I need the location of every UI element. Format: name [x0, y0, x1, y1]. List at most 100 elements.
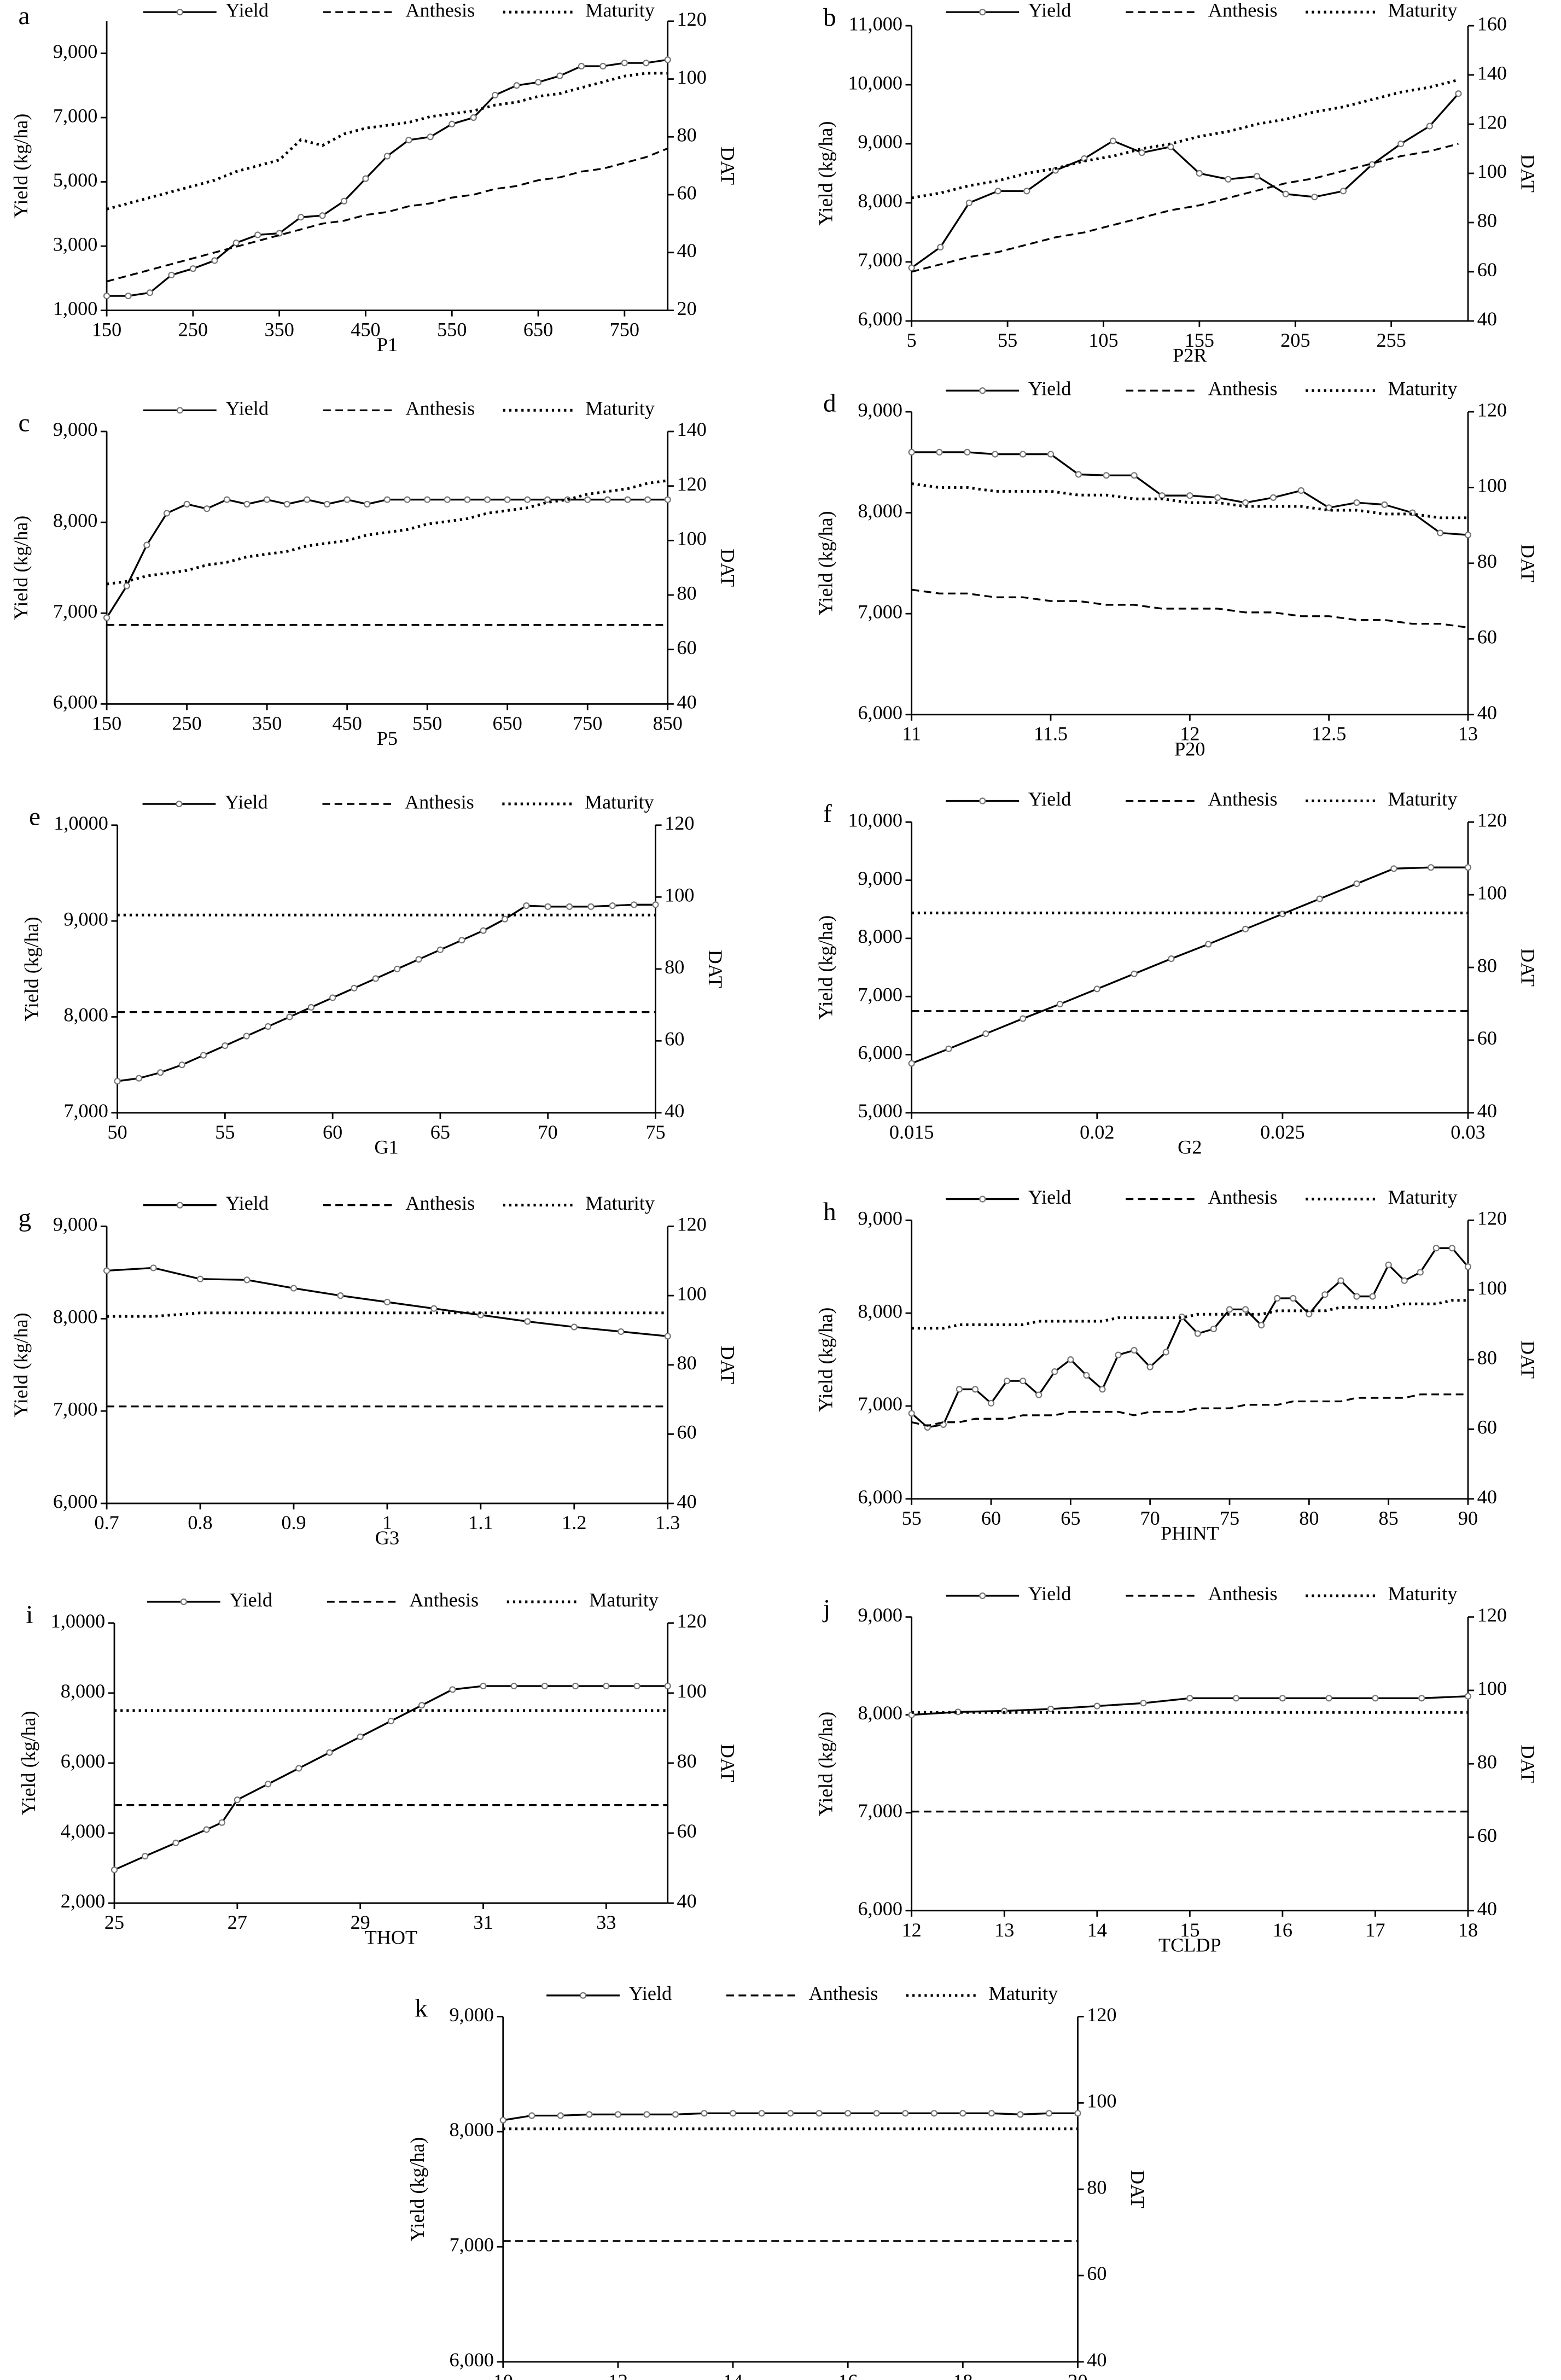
legend-marker — [176, 1201, 184, 1209]
series-line — [911, 588, 1469, 629]
yield-point — [1093, 985, 1100, 993]
y2-tick-label: 40 — [1477, 1486, 1497, 1508]
yield-point — [908, 264, 915, 271]
series-line — [911, 143, 1459, 273]
yield-point — [513, 82, 520, 89]
yield-point — [203, 1826, 210, 1833]
y-axis-title: Yield (kg/ha) — [815, 915, 837, 1020]
y2-axis-title: DAT — [717, 549, 738, 587]
yield-point — [1020, 451, 1027, 458]
panel-label: b — [823, 3, 836, 32]
yield-point — [183, 500, 190, 508]
x-tick-label: 350 — [265, 319, 294, 341]
yield-point — [464, 496, 471, 503]
yield-point — [1214, 494, 1221, 501]
series-line — [106, 72, 668, 211]
yield-point — [1020, 1378, 1027, 1385]
yield-point — [404, 496, 411, 503]
legend-marker — [979, 1592, 986, 1600]
y2-tick-label: 40 — [677, 1890, 696, 1912]
yield-point — [290, 1285, 298, 1292]
yield-point — [664, 1333, 671, 1340]
y2-axis-title: DAT — [1517, 1745, 1539, 1783]
panel-label: h — [823, 1198, 836, 1226]
x-tick-label: 650 — [523, 319, 553, 341]
x-tick-label: 750 — [573, 712, 602, 734]
x-tick-label: 150 — [92, 319, 121, 341]
x-tick-label: 65 — [430, 1121, 450, 1143]
y2-tick-label: 40 — [1477, 702, 1497, 724]
yield-point — [298, 214, 305, 221]
yield-point — [1381, 501, 1388, 508]
panel-label: c — [18, 409, 30, 438]
x-tick-label: 1 — [382, 1512, 392, 1533]
legend-label: Anthesis — [409, 1589, 479, 1611]
yield-point — [1321, 1291, 1329, 1298]
yield-point — [343, 496, 351, 503]
y2-tick-label: 120 — [1087, 2004, 1116, 2026]
legend-marker — [979, 797, 986, 804]
y2-tick-label: 100 — [1477, 1677, 1507, 1699]
y-tick-label: 7,000 — [858, 601, 902, 623]
legend-label: Yield — [225, 398, 268, 419]
yield-point — [234, 1796, 241, 1804]
y2-tick-label: 40 — [677, 691, 696, 713]
yield-point — [394, 965, 401, 972]
yield-point — [125, 293, 132, 300]
yield-point — [534, 79, 542, 86]
yield-point — [427, 133, 434, 141]
legend-marker — [579, 1992, 587, 1999]
y2-tick-label: 100 — [1477, 1277, 1507, 1299]
yield-point — [908, 448, 915, 456]
y-tick-label: 6,000 — [858, 308, 902, 330]
yield-point — [1067, 1356, 1074, 1363]
y2-tick-label: 120 — [1477, 809, 1507, 831]
yield-point — [383, 153, 391, 160]
x-tick-label: 11 — [902, 723, 921, 745]
yield-point — [222, 1042, 229, 1049]
x-tick-label: 18 — [953, 2370, 972, 2380]
yield-point — [758, 2110, 765, 2117]
legend-label: Anthesis — [405, 1192, 475, 1214]
yield-point — [1306, 1310, 1313, 1317]
yield-point — [415, 956, 422, 963]
yield-point — [1397, 140, 1405, 148]
x-tick-label: 90 — [1458, 1507, 1478, 1529]
y2-tick-label: 20 — [677, 298, 696, 319]
y-tick-label: 6,000 — [61, 1750, 106, 1772]
yield-point — [1401, 1277, 1408, 1284]
x-tick-label: 1.1 — [468, 1512, 493, 1533]
x-tick-label: 0.025 — [1260, 1121, 1305, 1143]
yield-point — [956, 1386, 963, 1393]
yield-point — [1325, 504, 1332, 511]
yield-point — [163, 510, 171, 517]
yield-point — [988, 2110, 995, 2117]
x-tick-label: 14 — [1087, 1919, 1107, 1941]
x-axis-title: G3 — [375, 1527, 399, 1549]
y2-axis-title: DAT — [1517, 544, 1539, 582]
yield-point — [544, 496, 551, 503]
yield-point — [103, 293, 110, 300]
yield-point — [584, 496, 591, 503]
x-tick-label: 105 — [1088, 329, 1118, 351]
yield-point — [1210, 1325, 1218, 1333]
yield-point — [110, 1866, 118, 1874]
yield-point — [340, 197, 348, 205]
x-tick-label: 31 — [473, 1911, 493, 1933]
y2-tick-label: 120 — [665, 812, 694, 834]
series-line — [106, 147, 668, 283]
y2-tick-label: 40 — [677, 240, 696, 261]
y2-axis-title: DAT — [717, 147, 738, 185]
yield-point — [1047, 451, 1055, 458]
yield-point — [480, 927, 487, 934]
yield-point — [1074, 2110, 1081, 2117]
yield-point — [572, 1682, 579, 1690]
yield-point — [902, 2110, 909, 2117]
x-tick-label: 10 — [493, 2370, 513, 2380]
y-tick-label: 6,000 — [858, 702, 902, 724]
yield-point — [664, 1682, 671, 1690]
legend-label: Yield — [1028, 1186, 1071, 1208]
x-axis-title: TCLDP — [1158, 1934, 1221, 1956]
legend-label: Anthesis — [1208, 1186, 1278, 1208]
x-tick-label: 155 — [1185, 329, 1214, 351]
